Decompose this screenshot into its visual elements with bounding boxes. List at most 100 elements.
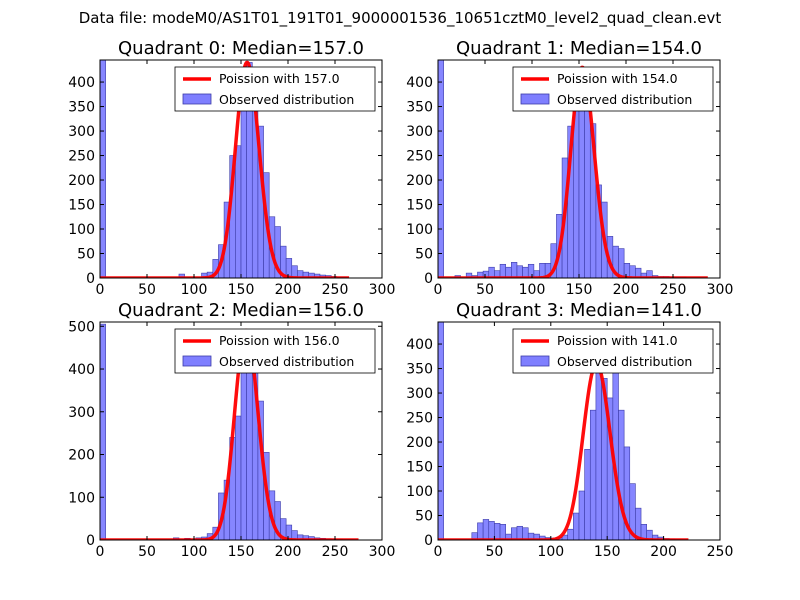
histogram-bar: [499, 263, 506, 278]
legend-hist-swatch: [520, 93, 550, 105]
y-tick-label: 100: [68, 490, 95, 506]
chart-title: Quadrant 0: Median=157.0: [118, 38, 364, 59]
x-tick-label: 300: [707, 282, 734, 298]
x-tick-label: 150: [228, 282, 255, 298]
histogram-bar: [240, 349, 247, 540]
x-tick-label: 0: [434, 544, 443, 560]
histogram-bar: [240, 91, 247, 278]
y-tick-label: 0: [424, 533, 433, 549]
histogram-bar: [494, 523, 501, 540]
histogram-bar: [178, 273, 185, 278]
legend-poisson-label: Poission with 157.0: [219, 71, 340, 86]
y-tick-label: 250: [406, 149, 433, 165]
y-tick-label: 150: [406, 198, 433, 214]
x-tick-label: 200: [650, 544, 677, 560]
histogram-bar: [567, 528, 574, 540]
x-tick-label: 200: [275, 544, 302, 560]
x-tick-label: 0: [434, 282, 443, 298]
x-tick-label: 50: [485, 544, 503, 560]
y-tick-label: 400: [68, 75, 95, 91]
chart-panel-1: 0 50 100 150 200 250 300 0 50 100 150 200 250 300 350 4…: [406, 38, 733, 298]
y-tick-label: 300: [68, 405, 95, 421]
histogram-bar: [522, 527, 529, 540]
legend-hist-label: Observed distribution: [219, 354, 354, 369]
histogram-bar: [618, 409, 625, 540]
histogram-bar: [499, 524, 506, 540]
x-tick-label: 100: [181, 282, 208, 298]
y-tick-label: 400: [68, 362, 95, 378]
x-tick-label: 250: [322, 544, 349, 560]
x-tick-label: 0: [96, 282, 105, 298]
y-tick-label: 50: [77, 247, 95, 263]
y-tick-label: 300: [68, 124, 95, 140]
poisson-curve: [100, 328, 360, 540]
poisson-curve: [438, 361, 690, 540]
y-tick-label: 350: [406, 100, 433, 116]
x-tick-label: 250: [322, 282, 349, 298]
histogram-bar: [511, 527, 518, 540]
histogram-bar: [516, 525, 523, 540]
histogram-bar: [438, 322, 444, 540]
x-tick-label: 0: [96, 544, 105, 560]
histogram-bar: [100, 323, 106, 540]
y-tick-label: 200: [406, 435, 433, 451]
histogram-bar: [618, 248, 625, 278]
y-tick-label: 100: [406, 484, 433, 500]
x-tick-label: 150: [228, 544, 255, 560]
legend-poisson-label: Poission with 154.0: [557, 71, 678, 86]
x-tick-label: 150: [594, 544, 621, 560]
y-tick-label: 100: [68, 222, 95, 238]
x-tick-label: 50: [476, 282, 494, 298]
x-tick-label: 50: [138, 544, 156, 560]
y-tick-label: 500: [68, 319, 95, 335]
y-tick-label: 150: [406, 460, 433, 476]
legend-hist-swatch: [182, 93, 212, 105]
histogram-bar: [235, 145, 242, 278]
plot-area: [100, 60, 350, 278]
chart-panel-3: 0 50 100 150 200 250 0 50 100 150 200 250 300 350 400 Q…: [406, 300, 733, 560]
histogram-bar: [477, 522, 484, 540]
histogram-bar: [584, 91, 591, 278]
histogram-bar: [235, 415, 242, 540]
histogram-bar: [100, 60, 106, 278]
y-tick-label: 300: [406, 124, 433, 140]
histogram-bar: [511, 262, 518, 278]
histogram-bar: [527, 263, 535, 278]
histogram-bar: [573, 512, 580, 540]
x-tick-label: 100: [519, 282, 546, 298]
x-tick-label: 100: [537, 544, 564, 560]
x-tick-label: 200: [613, 282, 640, 298]
figure-suptitle: Data file: modeM0/AS1T01_191T01_90000015…: [78, 9, 722, 27]
poisson-curve: [438, 65, 709, 278]
axes-frame: [437, 321, 721, 541]
x-tick-label: 150: [566, 282, 593, 298]
y-tick-label: 200: [68, 448, 95, 464]
chart-panel-0: 0 50 100 150 200 250 300 0 50 100 150 200 250 300 350 4…: [68, 38, 395, 298]
x-tick-label: 250: [707, 544, 734, 560]
legend-hist-label: Observed distribution: [219, 92, 354, 107]
x-tick-label: 200: [275, 282, 302, 298]
y-tick-label: 150: [68, 198, 95, 214]
x-tick-label: 50: [138, 282, 156, 298]
chart-title: Quadrant 3: Median=141.0: [456, 300, 702, 321]
x-tick-label: 300: [369, 544, 396, 560]
legend-hist-label: Observed distribution: [557, 354, 692, 369]
chart-title: Quadrant 2: Median=156.0: [118, 300, 364, 321]
y-tick-label: 400: [406, 75, 433, 91]
y-tick-label: 400: [406, 337, 433, 353]
legend-hist-label: Observed distribution: [557, 92, 692, 107]
y-tick-label: 300: [406, 386, 433, 402]
y-tick-label: 50: [415, 509, 433, 525]
y-tick-label: 0: [86, 271, 95, 287]
poisson-curve: [100, 60, 350, 278]
y-tick-label: 350: [406, 362, 433, 378]
y-tick-label: 250: [68, 149, 95, 165]
histogram-bar: [589, 409, 597, 540]
histogram-bar: [584, 449, 591, 540]
histogram-bar: [438, 60, 444, 278]
y-tick-label: 0: [424, 271, 433, 287]
y-tick-label: 100: [406, 222, 433, 238]
histogram-bar: [578, 490, 585, 540]
legend-hist-swatch: [182, 355, 212, 367]
